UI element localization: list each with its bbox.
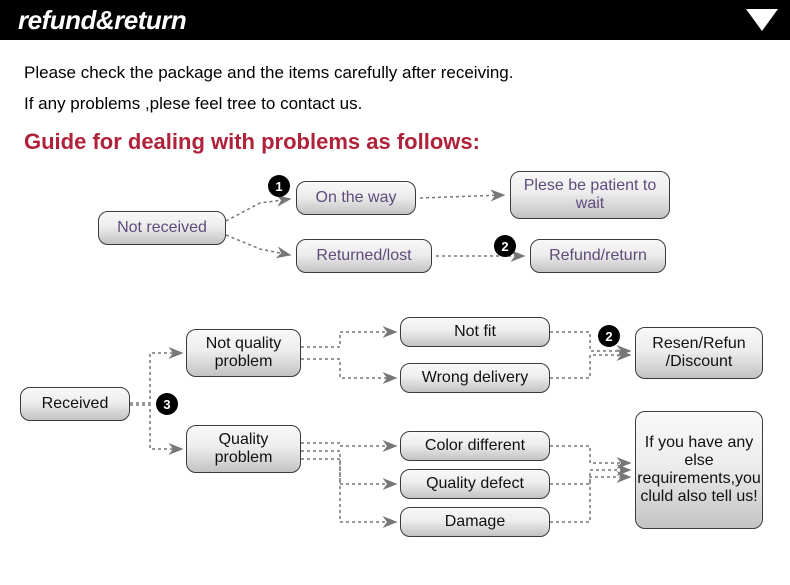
edge-quality-to-color_diff [301,443,396,446]
badge-b2: 2 [494,235,516,257]
edge-not_quality-to-not_fit [301,332,396,347]
node-not-fit: Not fit [400,317,550,347]
badge-b4: 2 [598,325,620,347]
node-wrong-delivery: Wrong delivery [400,363,550,393]
node-quality: Quality problem [186,425,301,473]
guide-title: Guide for dealing with problems as follo… [0,125,790,163]
node-received: Received [20,387,130,421]
node-color-diff: Color different [400,431,550,461]
node-else-req: If you have any else requirements,you cl… [635,411,763,529]
flowchart-canvas: Not received On the way Plese be patient t… [0,163,790,573]
edge-quality-to-damage [301,459,396,522]
edge-not_quality-to-wrong_delivery [301,359,396,378]
node-refund-return: Refund/return [530,239,666,273]
edge-quality-to-quality_defect [301,451,396,484]
node-damage: Damage [400,507,550,537]
node-quality-defect: Quality defect [400,469,550,499]
node-patient: Plese be patient to wait [510,171,670,219]
badge-b3: 3 [156,393,178,415]
edge-not_received-to-returned_lost [226,235,290,255]
node-on-the-way: On the way [296,181,416,215]
intro-line-1: Please check the package and the items c… [24,58,766,89]
edge-quality_defect-to-else_req [550,470,630,484]
edge-wrong_delivery-to-resend [550,355,630,378]
edge-color_diff-to-else_req [550,446,630,463]
node-returned-lost: Returned/lost [296,239,432,273]
node-resend: Resen/Refun /Discount [635,327,763,379]
edge-on_the_way-to-patient [420,195,504,198]
edge-damage-to-else_req [550,477,630,522]
edge-not_received-to-on_the_way [226,199,290,221]
intro-text: Please check the package and the items c… [0,40,790,125]
node-not-received: Not received [98,211,226,245]
down-arrow-icon [746,9,778,31]
header-title: refund&return [18,5,186,36]
intro-line-2: If any problems ,plese feel tree to cont… [24,89,766,120]
badge-b1: 1 [268,175,290,197]
header-bar: refund&return [0,0,790,40]
node-not-quality: Not quality problem [186,329,301,377]
